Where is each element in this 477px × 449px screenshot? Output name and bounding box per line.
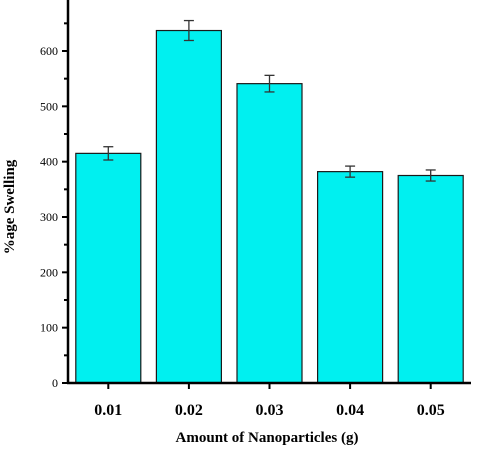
bar-0.05 [397,174,464,384]
y-tick-label: 200 [40,265,58,279]
y-axis-title: %age Swelling [2,159,18,254]
y-tick-label: 300 [40,210,58,224]
y-tick-label: 400 [40,155,58,169]
y-tick-label: 100 [40,321,58,335]
x-ticks-group: 0.01 0.02 0.03 0.04 0.05 [94,383,445,419]
y-tick-label: 600 [40,44,58,58]
bar-0.01 [75,152,142,384]
y-tick-label: 500 [40,99,58,113]
x-tick-label: 0.02 [175,402,203,419]
x-axis-title: Amount of Nanoparticles (g) [176,430,359,446]
x-tick-label: 0.05 [417,402,445,419]
bar-0.03 [236,83,303,384]
x-tick-label: 0.01 [94,402,122,419]
y-ticks-group: 0 100 200 300 400 500 600 [40,22,68,390]
bar-0.04 [317,171,384,384]
y-tick-label: 0 [52,376,58,390]
error-bars-group [103,19,436,182]
bar-0.02 [155,29,222,384]
x-tick-label: 0.04 [336,402,364,419]
x-tick-label: 0.03 [256,402,284,419]
